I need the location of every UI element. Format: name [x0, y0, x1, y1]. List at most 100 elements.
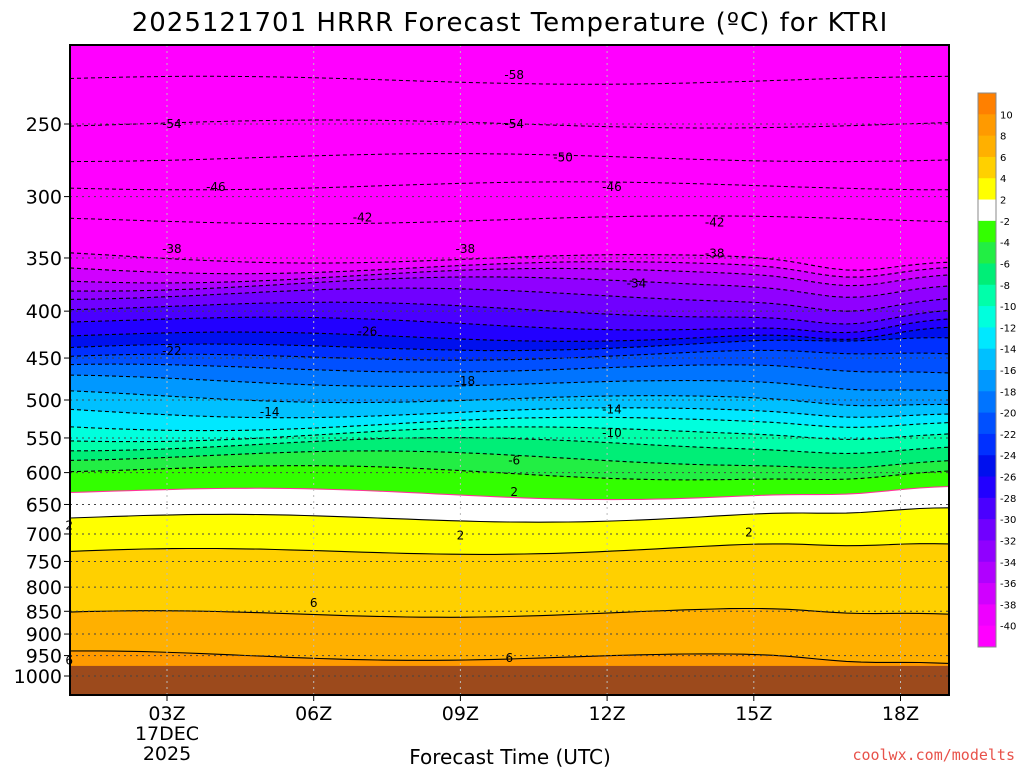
colorbar-tick-label: 8: [1000, 132, 1006, 143]
x-date-line-2: 2025: [143, 743, 191, 765]
colorbar-swatch: [978, 561, 996, 584]
y-tick-label: 350: [26, 248, 62, 270]
contour-label: -14: [260, 405, 280, 419]
contour-label: -50: [553, 151, 573, 165]
plot-frame: [69, 44, 950, 696]
colorbar-swatch: [978, 497, 996, 520]
colorbar-tick-label: -18: [1000, 387, 1016, 398]
colorbar-tick-label: 6: [1000, 153, 1006, 164]
y-tick-label: 500: [26, 390, 62, 412]
y-tick-label: 700: [26, 524, 62, 546]
grid-lines: [70, 45, 949, 695]
contour-lines: [70, 75, 949, 664]
colorbar-swatch: [978, 625, 996, 648]
y-tick-label: 650: [26, 494, 62, 516]
contour-label: -58: [504, 68, 524, 82]
x-tick-label: 03Z: [148, 703, 185, 725]
x-axis: 03Z 06Z 09Z 12Z 15Z 18Z: [148, 695, 919, 725]
colorbar-swatch: [978, 604, 996, 627]
credit-text: coolwx.com/modelts: [852, 746, 1015, 764]
colorbar-tick-label: 10: [1000, 110, 1013, 121]
colorbar-swatch: [978, 327, 996, 350]
contour-label: 2: [745, 525, 753, 539]
contour-label: 6: [310, 596, 318, 610]
x-axis-label: Forecast Time (UTC): [409, 745, 611, 768]
colorbar-swatch: [978, 433, 996, 456]
colorbar-swatch: [978, 135, 996, 158]
colorbar-swatch: [978, 220, 996, 243]
contour-label: -54: [162, 117, 182, 131]
y-tick-label: 900: [26, 624, 62, 646]
contour-label: -38: [705, 246, 725, 260]
colorbar-swatch: [978, 391, 996, 414]
y-axis: 2503003504004505005506006507007508008509…: [14, 114, 70, 688]
colorbar-swatch: [978, 519, 996, 541]
contour-label: 2: [457, 529, 465, 543]
contour-label: -38: [455, 242, 475, 256]
contour-label: 6: [505, 651, 513, 665]
y-tick-label: 800: [26, 577, 62, 599]
contour-label: -10: [602, 426, 622, 440]
colorbar-swatch: [978, 540, 996, 563]
colorbar-tick-label: -8: [1000, 281, 1010, 292]
contour-label: -18: [455, 374, 475, 388]
colorbar-tick-label: -30: [1000, 515, 1016, 526]
colorbar-swatch: [978, 476, 996, 499]
y-tick-label: 250: [26, 114, 62, 136]
colorbar-tick-label: -2: [1000, 217, 1010, 228]
colorbar-tick-label: -4: [1000, 238, 1010, 249]
y-tick-label: 450: [26, 348, 62, 370]
temperature-bands: [70, 45, 949, 695]
x-tick-label: 12Z: [588, 703, 625, 725]
colorbar-tick-label: 4: [1000, 174, 1006, 185]
colorbar-swatch: [978, 93, 996, 115]
contour-8: [70, 650, 949, 664]
y-tick-label: 550: [26, 428, 62, 450]
colorbar-tick-label: -36: [1000, 579, 1016, 590]
colorbar-swatch: [978, 306, 996, 328]
colorbar-swatch: [978, 199, 996, 222]
y-tick-label: 300: [26, 187, 62, 209]
colorbar-tick-label: -24: [1000, 451, 1016, 462]
contour-label: -26: [358, 325, 378, 339]
colorbar-swatch: [978, 114, 996, 137]
ground-layer: [70, 665, 949, 695]
contour-label: -6: [508, 453, 520, 467]
x-tick-label: 09Z: [442, 703, 479, 725]
colorbar-tick-label: -10: [1000, 302, 1016, 313]
contour-label: -42: [353, 210, 373, 224]
colorbar-swatch: [978, 284, 996, 307]
colorbar-tick-label: -14: [1000, 345, 1016, 356]
colorbar-swatch: [978, 156, 996, 179]
contour-2: [70, 507, 949, 523]
y-tick-label: 400: [26, 301, 62, 323]
colorbar-swatch: [978, 370, 996, 392]
colorbar-swatch: [978, 242, 996, 264]
colorbar-swatch: [978, 348, 996, 371]
y-tick-label: 950: [26, 646, 62, 668]
colorbar-tick-label: -20: [1000, 409, 1016, 420]
colorbar-tick-label: -16: [1000, 366, 1016, 377]
colorbar-swatch: [978, 455, 996, 478]
colorbar: 10 8 6 4 2 -2 -4 -6 -8 -10 -12 -14 -16 -18 -20 -22 -24 -2…: [977, 92, 1016, 648]
colorbar-frame: [977, 92, 997, 648]
colorbar-tick-label: -40: [1000, 622, 1016, 633]
y-tick-label: 600: [26, 463, 62, 485]
y-tick-label: 850: [26, 601, 62, 623]
colorbar-tick-label: -32: [1000, 536, 1016, 547]
chart-title: 2025121701 HRRR Forecast Temperature (ºC…: [132, 8, 889, 38]
contour-label: -46: [206, 180, 226, 194]
colorbar-swatch: [978, 263, 996, 286]
contour-label: -54: [504, 117, 524, 131]
colorbar-swatch: [978, 178, 996, 201]
colorbar-tick-label: -12: [1000, 323, 1016, 334]
colorbar-swatch: [978, 583, 996, 605]
contour-label: -42: [705, 215, 725, 229]
colorbar-tick-label: -38: [1000, 600, 1016, 611]
x-tick-label: 18Z: [882, 703, 919, 725]
contour-4: [70, 543, 949, 555]
colorbar-tick-label: 2: [1000, 196, 1006, 207]
colorbar-tick-label: -34: [1000, 558, 1016, 569]
x-tick-label: 15Z: [735, 703, 772, 725]
y-tick-label: 1000: [14, 666, 62, 688]
